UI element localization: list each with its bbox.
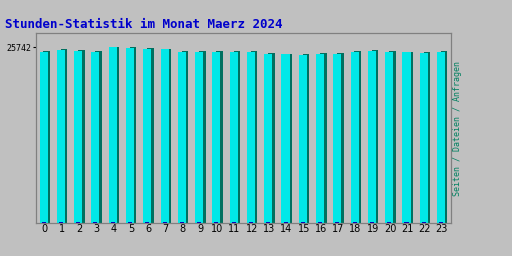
Bar [368,51,376,223]
Y-axis label: Seiten / Dateien / Anfragen: Seiten / Dateien / Anfragen [453,60,462,196]
Bar [61,49,67,223]
Bar [39,52,48,223]
Bar [372,50,378,223]
Text: Stunden-Statistik im Monat Maerz 2024: Stunden-Statistik im Monat Maerz 2024 [5,18,283,31]
Bar [126,48,134,223]
Bar [268,53,274,223]
Bar [301,222,305,223]
Bar [180,222,184,223]
Bar [93,222,97,223]
Bar [354,51,361,223]
Bar [320,53,327,223]
Bar [162,222,166,223]
Bar [215,222,219,223]
Bar [264,54,272,223]
Bar [337,53,344,223]
Bar [230,52,238,223]
Bar [197,222,201,223]
Bar [178,52,186,223]
Bar [143,49,152,223]
Bar [161,49,168,223]
Bar [437,52,445,223]
Bar [407,51,413,223]
Bar [422,222,426,223]
Bar [266,222,270,223]
Bar [333,54,342,223]
Bar [249,222,253,223]
Bar [285,54,292,223]
Bar [74,51,82,223]
Bar [282,55,290,223]
Bar [233,51,240,223]
Bar [113,47,119,223]
Bar [423,52,430,223]
Bar [199,51,205,223]
Bar [182,51,188,223]
Bar [44,51,50,223]
Bar [128,222,132,223]
Bar [92,52,99,223]
Bar [441,51,447,223]
Bar [385,52,393,223]
Bar [353,222,357,223]
Bar [284,222,288,223]
Bar [335,222,339,223]
Bar [76,222,80,223]
Bar [212,52,221,223]
Bar [251,51,258,223]
Bar [303,55,309,223]
Bar [402,52,411,223]
Bar [389,51,396,223]
Bar [404,222,409,223]
Bar [195,52,203,223]
Bar [59,222,63,223]
Bar [387,222,391,223]
Bar [216,51,223,223]
Bar [231,222,236,223]
Bar [95,51,102,223]
Bar [164,49,171,223]
Bar [111,222,115,223]
Bar [351,52,359,223]
Bar [370,222,374,223]
Bar [145,222,150,223]
Bar [299,55,307,223]
Bar [78,50,84,223]
Bar [316,54,324,223]
Bar [420,53,428,223]
Bar [130,47,136,223]
Bar [41,222,46,223]
Bar [439,222,443,223]
Bar [318,222,322,223]
Bar [109,47,117,223]
Bar [147,48,154,223]
Bar [57,50,65,223]
Bar [247,52,255,223]
